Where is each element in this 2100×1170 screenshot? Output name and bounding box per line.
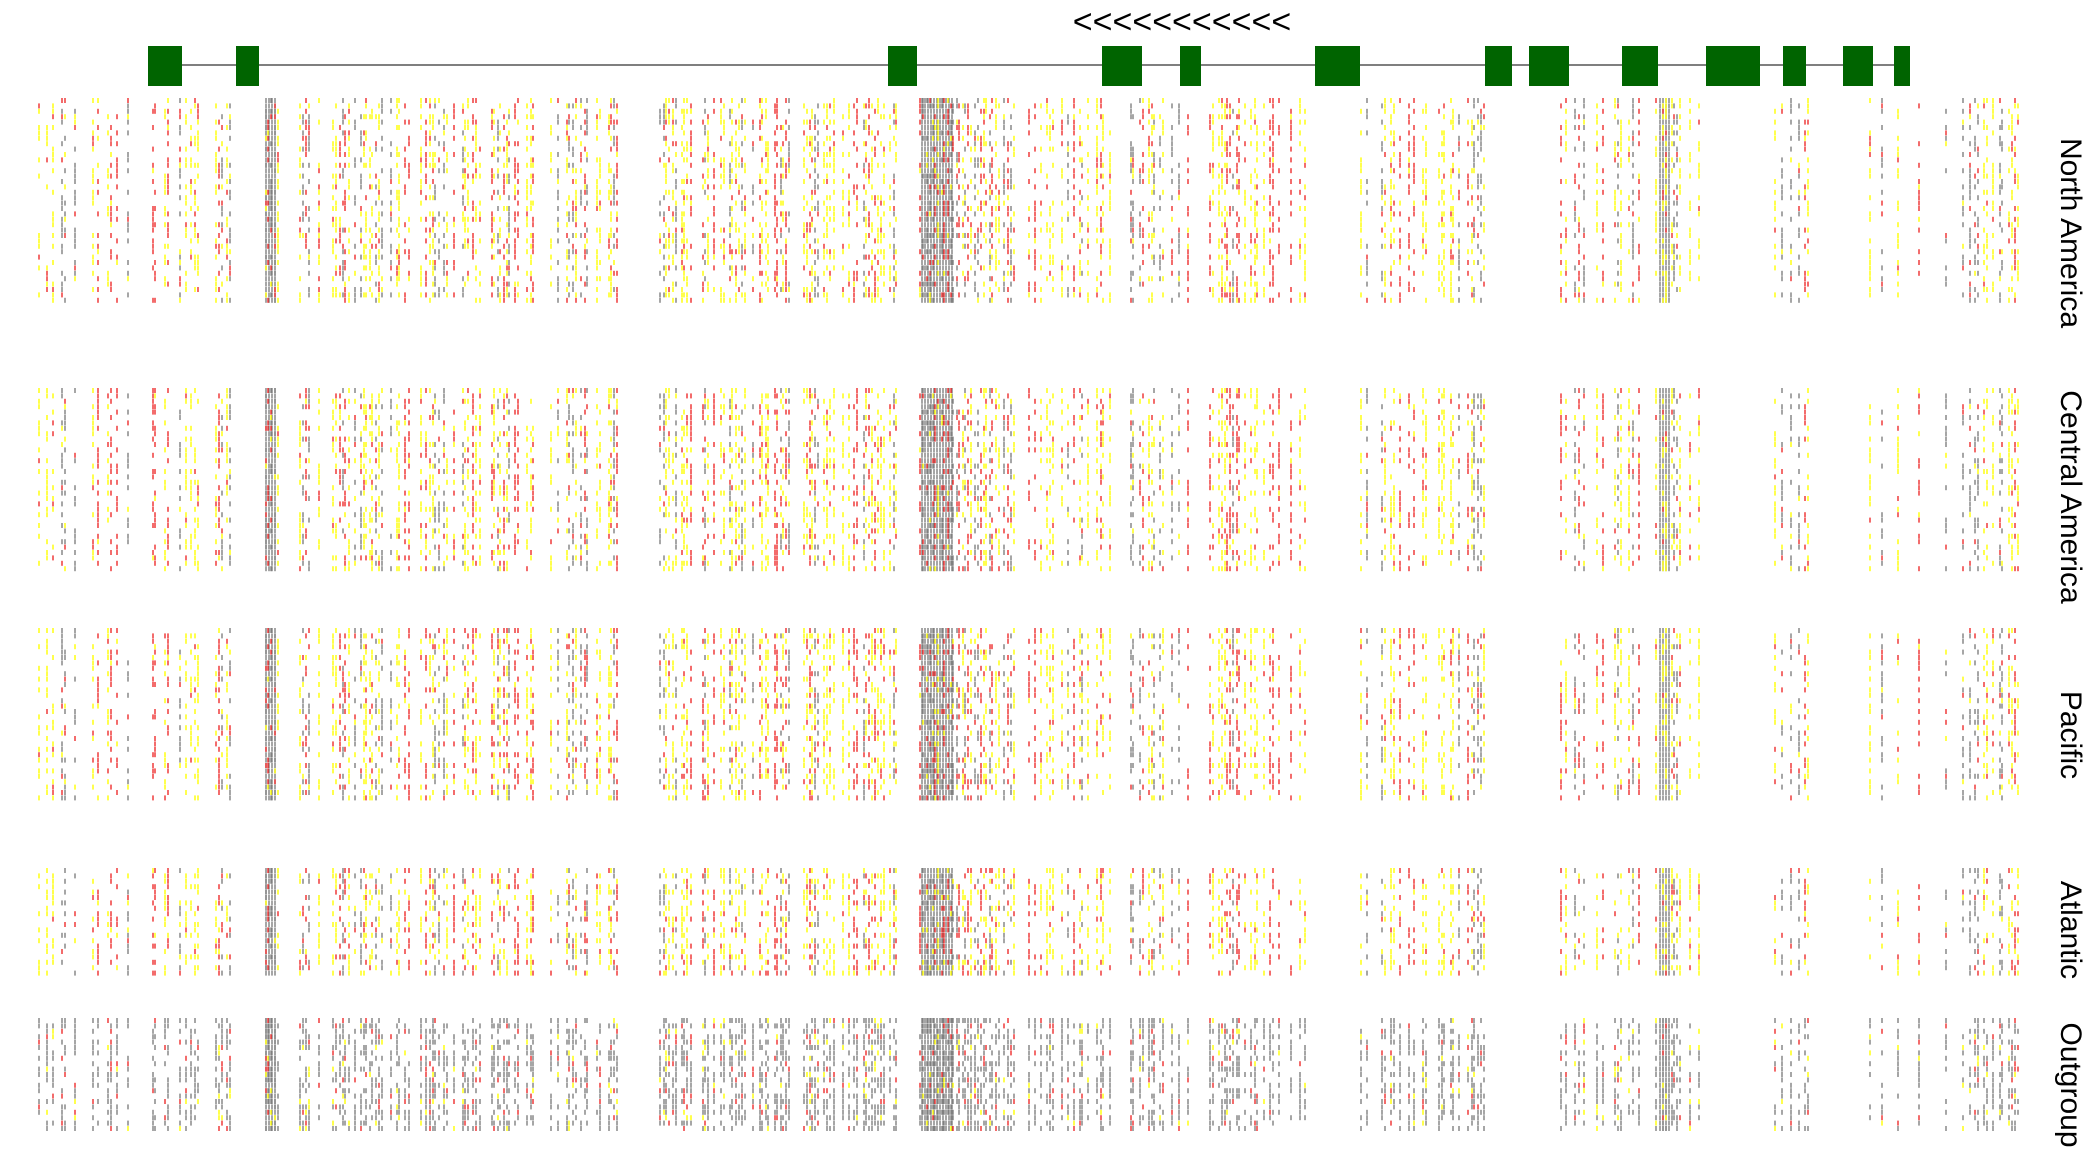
exon-4: [1102, 46, 1142, 86]
exon-1: [148, 46, 182, 86]
exon-2: [236, 46, 259, 86]
exon-12: [1843, 46, 1873, 86]
exon-11: [1783, 46, 1806, 86]
exon-8: [1529, 46, 1569, 86]
exon-10: [1706, 46, 1760, 86]
exon-9: [1622, 46, 1658, 86]
variant-ticks: [39, 98, 2018, 1131]
gene-model: <<<<<<<<<<<: [148, 3, 1910, 86]
exon-6: [1315, 46, 1360, 86]
exon-7: [1485, 46, 1512, 86]
exon-5: [1180, 46, 1201, 86]
transcription-direction: <<<<<<<<<<<: [1073, 3, 1291, 41]
exon-13: [1894, 46, 1910, 86]
exon-3: [888, 46, 917, 86]
